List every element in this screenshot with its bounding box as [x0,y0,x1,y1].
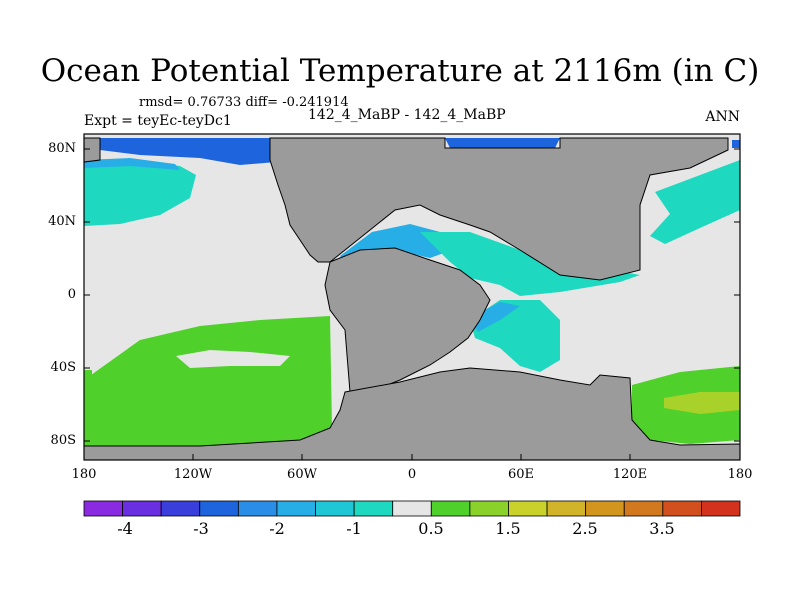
south-pacific-pocket [176,350,290,368]
tick-marks [83,148,741,460]
season-label: ANN [705,109,740,125]
colorbar-box [508,500,548,517]
north-pacific-blue [84,158,180,170]
arctic-cold-anomaly [84,138,310,165]
colorbar-label: 3.5 [649,519,675,538]
arctic-cold-anomaly-east [445,138,560,148]
colorbar-box [237,500,278,517]
land-masses [83,137,741,461]
indian-ocean-blue [470,302,520,332]
colorbar-box [315,500,355,517]
lon-label-120w: 120W [173,467,213,482]
colorbar-box [585,500,625,517]
lon-label-180e: 180 [727,467,753,482]
lon-label-60w: 60W [287,467,317,482]
case-label: 142_4_MaBP - 142_4_MaBP [308,107,506,123]
colorbar-box [353,500,394,517]
map-title: Ocean Potential Temperature at 2116m (in… [40,53,760,89]
colorbar-box [430,500,471,517]
lat-label-80s: 80S [50,433,76,448]
colorbar-box [83,500,123,517]
colorbar-box [160,500,201,517]
lon-label-60e: 60E [507,467,535,482]
lon-label-120e: 120E [612,467,648,482]
land-antarctica [83,367,741,461]
colorbar-box [122,500,162,517]
colorbar-label: 0.5 [418,519,444,538]
lat-label-40s: 40S [50,360,76,375]
colorbar-label: -4 [117,519,133,538]
lat-label-equator: 0 [67,287,76,302]
colorbar-label: 1.5 [495,519,521,538]
land-south-america-africa [324,247,491,393]
lon-label-180w: 180 [71,467,97,482]
lon-label-0: 0 [407,467,417,482]
south-indian-yellow-green [664,392,740,414]
colorbar-box [392,500,432,517]
tethys-cyan [420,232,640,296]
lat-label-80n: 80N [48,141,76,156]
colorbar-label: -3 [193,519,209,538]
colorbar-box [662,500,702,517]
lat-label-40n: 40N [48,214,76,229]
east-ocean-cyan [650,160,740,244]
arctic-cold-anomaly-far-east [732,140,740,148]
colorbar-box [276,500,316,517]
colorbar-box [623,500,664,517]
colorbar-box [701,500,741,517]
colorbar-label: -2 [269,519,285,538]
north-pacific-cyan [84,160,196,226]
land-north-america [269,137,729,281]
colorbar-box [199,500,239,517]
south-atlantic-strip [84,370,92,410]
south-pacific-green [84,316,332,446]
stats-text: rmsd= 0.76733 diff= -0.241914 [139,95,349,110]
colorbar-label: 2.5 [572,519,598,538]
colorbar-label: -1 [346,519,362,538]
colorbar-box [546,500,587,517]
experiment-label: Expt = teyEc-teyDc1 [84,113,232,129]
colorbar-box [469,500,509,517]
